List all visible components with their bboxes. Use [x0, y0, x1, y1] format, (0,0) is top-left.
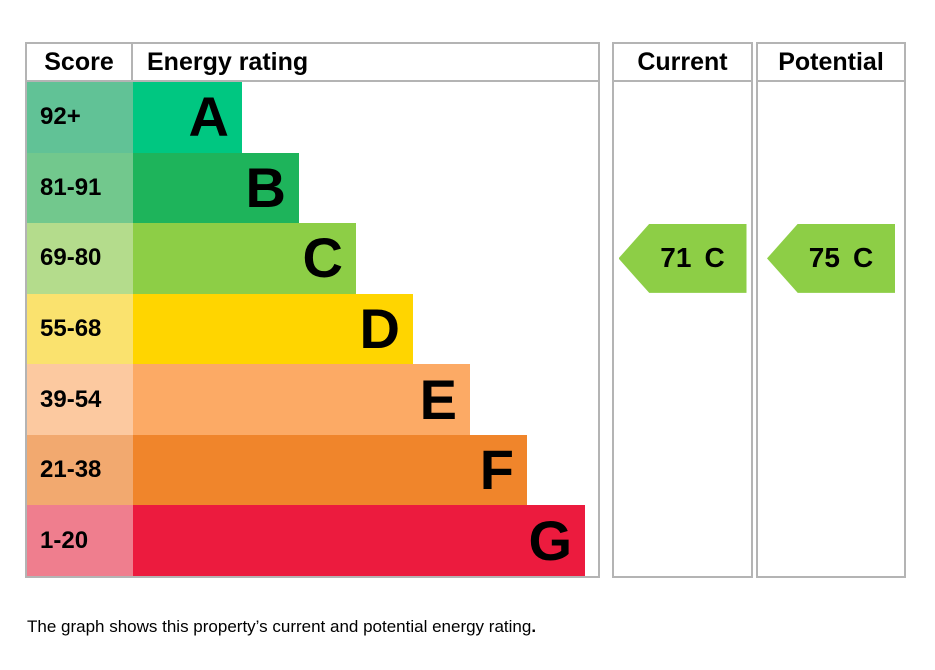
band-letter: E: [419, 367, 457, 431]
band-row-e: 39-54 E: [27, 364, 598, 435]
potential-column-body: 75 C: [758, 82, 904, 576]
current-score-value: 71: [660, 242, 692, 274]
current-arrow-slot: 71 C: [614, 223, 751, 294]
band-letter: B: [245, 155, 286, 219]
band-score-range: 81-91: [27, 152, 133, 224]
epc-energy-rating-chart: Score Energy rating 92+ A 81-91 B 69-80 …: [25, 42, 907, 578]
band-score-range: 92+: [27, 82, 133, 153]
band-row-f: 21-38 F: [27, 434, 598, 506]
chart-caption-text: The graph shows this property’s current …: [27, 617, 532, 636]
band-row-d: 55-68 D: [27, 293, 598, 365]
band-bar: C: [133, 223, 356, 294]
band-row-c: 69-80 C: [27, 223, 598, 294]
band-rows: 92+ A 81-91 B 69-80 C 55-68 D: [27, 82, 598, 577]
band-score-range: 69-80: [27, 223, 133, 294]
potential-arrow-slot: 75 C: [758, 223, 904, 294]
rating-table-header: Score Energy rating: [27, 44, 598, 82]
potential-rating-letter: C: [852, 242, 874, 274]
current-column-header: Current: [614, 44, 751, 82]
band-score-range: 39-54: [27, 364, 133, 435]
band-bar: E: [133, 364, 470, 435]
band-bar: G: [133, 505, 585, 577]
band-letter: D: [359, 297, 400, 361]
band-letter: A: [188, 85, 229, 149]
band-row-a: 92+ A: [27, 82, 598, 153]
band-bar: F: [133, 434, 527, 506]
current-rating-arrow: 71 C: [618, 223, 747, 293]
current-column: Current 71 C: [612, 42, 753, 578]
band-score-range: 1-20: [27, 505, 133, 577]
potential-rating-arrow: 75 C: [767, 223, 895, 293]
energy-rating-column-header: Energy rating: [147, 47, 309, 76]
band-row-b: 81-91 B: [27, 152, 598, 224]
potential-column: Potential 75 C: [756, 42, 906, 578]
band-score-range: 55-68: [27, 293, 133, 365]
potential-score-value: 75: [808, 242, 840, 274]
band-row-g: 1-20 G: [27, 505, 598, 577]
chart-caption-period: .: [531, 617, 537, 636]
band-bar: D: [133, 293, 413, 365]
potential-column-header: Potential: [758, 44, 904, 82]
band-letter: G: [528, 508, 572, 572]
score-column-header: Score: [27, 44, 133, 80]
band-bar: B: [133, 152, 299, 224]
current-rating-letter: C: [704, 242, 725, 274]
band-letter: F: [479, 438, 514, 502]
band-bar: A: [133, 82, 242, 153]
chart-caption: The graph shows this property’s current …: [27, 617, 536, 637]
band-score-range: 21-38: [27, 434, 133, 506]
rating-table: Score Energy rating 92+ A 81-91 B 69-80 …: [25, 42, 600, 578]
band-letter: C: [302, 226, 343, 290]
current-column-body: 71 C: [614, 82, 751, 576]
